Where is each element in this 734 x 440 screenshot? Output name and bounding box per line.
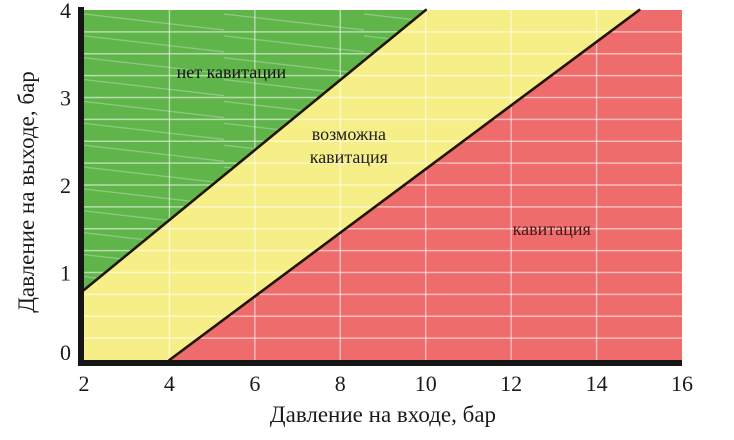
x-tick-label: 14 bbox=[586, 371, 608, 396]
x-tick-label: 8 bbox=[335, 371, 346, 396]
x-axis-line bbox=[78, 360, 682, 366]
x-tick-label: 12 bbox=[500, 371, 522, 396]
y-tick-label: 1 bbox=[60, 261, 71, 286]
x-axis-title: Давление на входе, бар bbox=[269, 402, 497, 427]
x-tick-label: 4 bbox=[164, 371, 175, 396]
zone-label-cavitation: кавитация bbox=[513, 219, 591, 239]
y-axis-title: Давление на выходе, бар bbox=[14, 71, 39, 313]
zone-label-possible-cavitation: кавитация bbox=[310, 147, 388, 167]
x-tick-label: 16 bbox=[671, 371, 693, 396]
zone-label-no-cavitation: нет кавитации bbox=[177, 62, 287, 82]
y-tick-label: 0 bbox=[60, 340, 71, 365]
zone-label-possible-cavitation: возможна bbox=[312, 124, 386, 144]
y-tick-label: 4 bbox=[60, 0, 71, 23]
x-tick-label: 6 bbox=[249, 371, 260, 396]
x-tick-label: 2 bbox=[79, 371, 90, 396]
x-tick-label: 10 bbox=[415, 371, 437, 396]
y-axis-line bbox=[78, 7, 84, 366]
lower-boundary-line bbox=[168, 8, 641, 362]
y-tick-label: 3 bbox=[60, 86, 71, 111]
upper-boundary-line bbox=[82, 8, 428, 292]
y-tick-label: 2 bbox=[60, 173, 71, 198]
